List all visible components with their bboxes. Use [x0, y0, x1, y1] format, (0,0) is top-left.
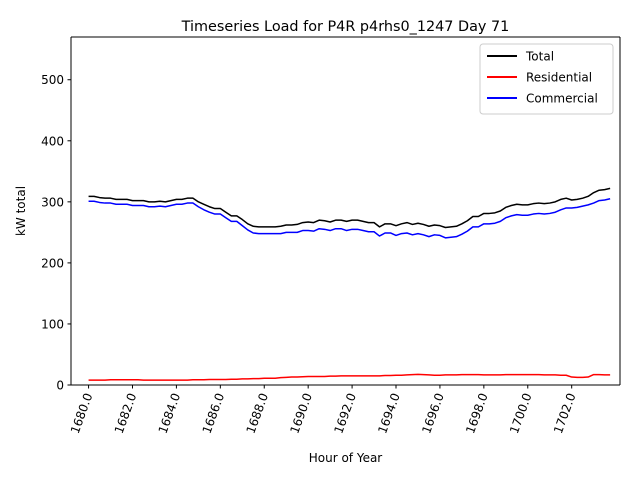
y-tick-label: 0 — [56, 379, 64, 393]
x-tick-label: 1694.0 — [375, 391, 403, 435]
y-tick-label: 100 — [41, 317, 64, 331]
legend-label-residential: Residential — [526, 71, 592, 85]
y-tick-label: 200 — [41, 256, 64, 270]
x-tick-label: 1700.0 — [507, 391, 535, 435]
legend-frame — [479, 43, 614, 115]
x-tick-label: 1686.0 — [200, 391, 228, 435]
axes-frame — [70, 36, 621, 386]
y-tick-label: 500 — [41, 73, 64, 87]
x-tick-label: 1688.0 — [244, 391, 272, 435]
x-tick-label: 1696.0 — [419, 391, 447, 435]
y-tick-label: 300 — [41, 195, 64, 209]
x-tick-label: 1698.0 — [463, 391, 491, 435]
x-tick-label: 1684.0 — [156, 391, 184, 435]
x-axis-label: Hour of Year — [309, 451, 383, 465]
y-ticks: 0 100 200 300 400 500 — [41, 73, 71, 393]
series-layer — [88, 187, 611, 381]
series-line-residential — [88, 373, 611, 381]
chart-title: Timeseries Load for P4R p4rhs0_1247 Day … — [181, 19, 510, 35]
y-tick-label: 400 — [41, 134, 64, 148]
x-tick-label: 1680.0 — [68, 391, 96, 435]
x-tick-label: 1692.0 — [331, 391, 359, 435]
series-line-total — [88, 187, 611, 229]
x-tick-label: 1690.0 — [287, 391, 315, 435]
series-line-commercial — [88, 198, 611, 239]
x-tick-label: 1682.0 — [112, 391, 140, 435]
x-ticks: 1680.0 1682.0 1684.0 1686.0 1688.0 1690.0 1692… — [68, 385, 579, 435]
legend-label-total: Total — [525, 50, 554, 64]
x-tick-label: 1702.0 — [551, 391, 579, 435]
y-axis-label: kW total — [14, 186, 28, 236]
legend-label-commercial: Commercial — [526, 92, 598, 106]
legend: Total Residential Commercial — [479, 43, 614, 115]
